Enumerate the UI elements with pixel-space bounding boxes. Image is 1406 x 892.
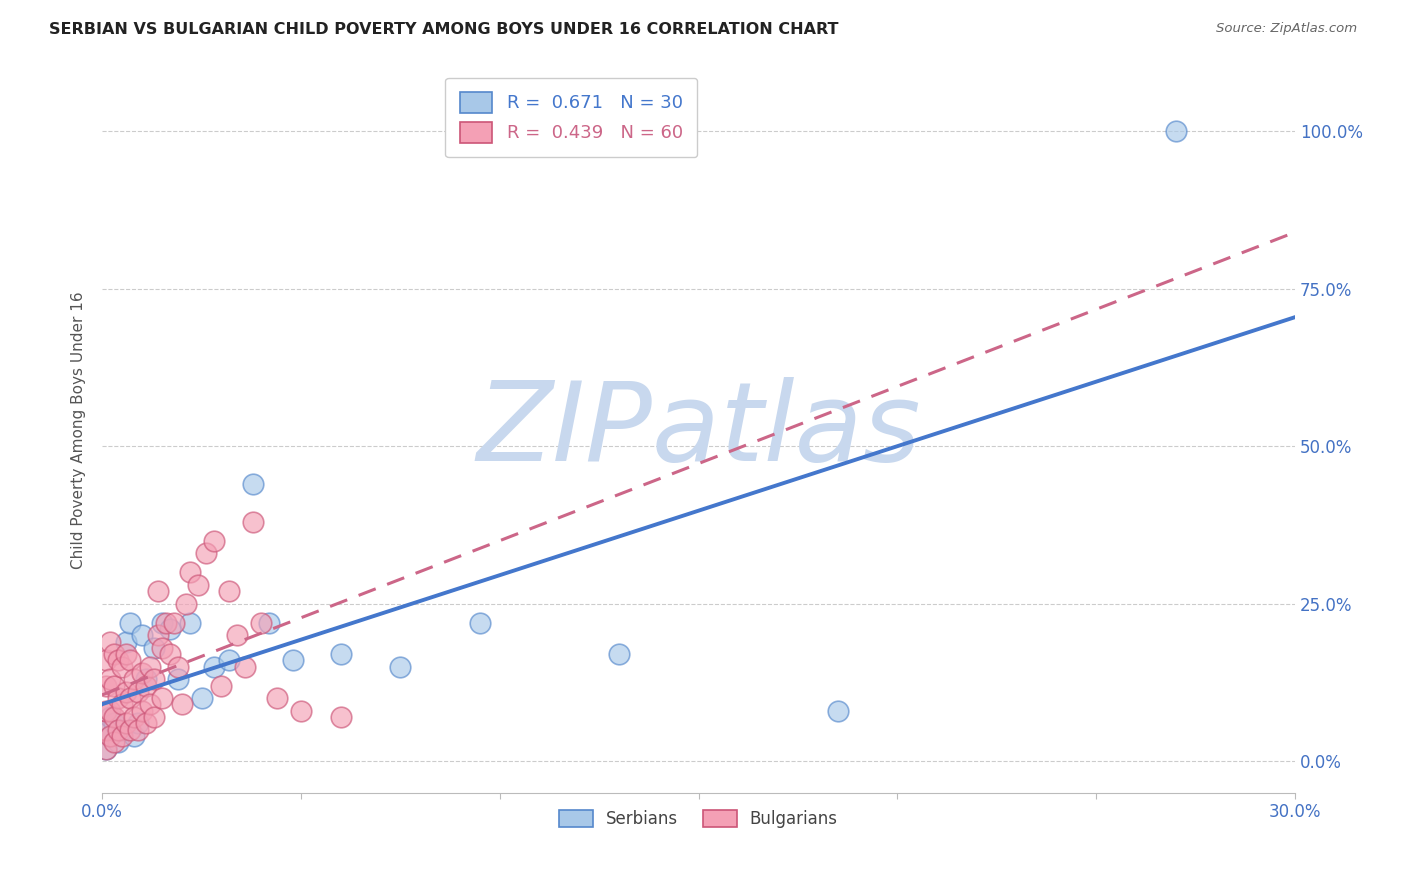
Point bbox=[194, 546, 217, 560]
Point bbox=[135, 716, 157, 731]
Point bbox=[107, 723, 129, 737]
Point bbox=[96, 741, 118, 756]
Point bbox=[118, 723, 141, 737]
Point bbox=[135, 679, 157, 693]
Point bbox=[607, 647, 630, 661]
Point bbox=[115, 685, 138, 699]
Point bbox=[281, 653, 304, 667]
Point bbox=[107, 735, 129, 749]
Point bbox=[187, 578, 209, 592]
Point bbox=[96, 653, 118, 667]
Point bbox=[96, 741, 118, 756]
Point bbox=[111, 698, 134, 712]
Point bbox=[139, 698, 162, 712]
Point bbox=[122, 673, 145, 687]
Point bbox=[163, 615, 186, 630]
Point bbox=[103, 647, 125, 661]
Point bbox=[142, 640, 165, 655]
Point bbox=[250, 615, 273, 630]
Point bbox=[96, 723, 118, 737]
Point bbox=[103, 710, 125, 724]
Point bbox=[159, 622, 181, 636]
Point bbox=[127, 685, 149, 699]
Point bbox=[257, 615, 280, 630]
Point bbox=[98, 710, 121, 724]
Point bbox=[118, 691, 141, 706]
Point bbox=[96, 679, 118, 693]
Point bbox=[98, 729, 121, 743]
Point bbox=[468, 615, 491, 630]
Point bbox=[179, 566, 201, 580]
Point bbox=[159, 647, 181, 661]
Point bbox=[118, 615, 141, 630]
Point bbox=[170, 698, 193, 712]
Point bbox=[266, 691, 288, 706]
Point bbox=[142, 673, 165, 687]
Point bbox=[118, 653, 141, 667]
Point bbox=[131, 666, 153, 681]
Point bbox=[98, 729, 121, 743]
Point bbox=[174, 597, 197, 611]
Point bbox=[115, 716, 138, 731]
Point bbox=[135, 673, 157, 687]
Point bbox=[103, 679, 125, 693]
Point bbox=[150, 640, 173, 655]
Point bbox=[329, 647, 352, 661]
Point bbox=[150, 615, 173, 630]
Point bbox=[98, 704, 121, 718]
Point bbox=[389, 659, 412, 673]
Point bbox=[166, 673, 188, 687]
Point bbox=[122, 729, 145, 743]
Legend: Serbians, Bulgarians: Serbians, Bulgarians bbox=[553, 804, 845, 835]
Point bbox=[146, 584, 169, 599]
Point bbox=[107, 691, 129, 706]
Point bbox=[827, 704, 849, 718]
Point bbox=[127, 723, 149, 737]
Point bbox=[235, 659, 257, 673]
Point bbox=[226, 628, 249, 642]
Point bbox=[122, 710, 145, 724]
Point bbox=[142, 710, 165, 724]
Point bbox=[103, 716, 125, 731]
Point bbox=[131, 704, 153, 718]
Text: SERBIAN VS BULGARIAN CHILD POVERTY AMONG BOYS UNDER 16 CORRELATION CHART: SERBIAN VS BULGARIAN CHILD POVERTY AMONG… bbox=[49, 22, 839, 37]
Point bbox=[146, 628, 169, 642]
Point bbox=[139, 659, 162, 673]
Point bbox=[98, 634, 121, 648]
Point bbox=[103, 735, 125, 749]
Point bbox=[1164, 124, 1187, 138]
Point bbox=[127, 716, 149, 731]
Text: Source: ZipAtlas.com: Source: ZipAtlas.com bbox=[1216, 22, 1357, 36]
Point bbox=[115, 634, 138, 648]
Point bbox=[202, 533, 225, 548]
Point bbox=[111, 659, 134, 673]
Point bbox=[329, 710, 352, 724]
Text: ZIPatlas: ZIPatlas bbox=[477, 377, 921, 484]
Point bbox=[111, 729, 134, 743]
Point bbox=[131, 628, 153, 642]
Point bbox=[218, 653, 240, 667]
Point bbox=[111, 723, 134, 737]
Point bbox=[98, 673, 121, 687]
Point bbox=[96, 723, 118, 737]
Point bbox=[218, 584, 240, 599]
Point bbox=[96, 704, 118, 718]
Point bbox=[150, 691, 173, 706]
Point bbox=[290, 704, 312, 718]
Point bbox=[166, 659, 188, 673]
Point bbox=[211, 679, 233, 693]
Point bbox=[190, 691, 212, 706]
Point bbox=[115, 647, 138, 661]
Point bbox=[242, 477, 264, 491]
Point bbox=[202, 659, 225, 673]
Point bbox=[179, 615, 201, 630]
Point bbox=[107, 653, 129, 667]
Y-axis label: Child Poverty Among Boys Under 16: Child Poverty Among Boys Under 16 bbox=[72, 292, 86, 569]
Point bbox=[242, 515, 264, 529]
Point bbox=[155, 615, 177, 630]
